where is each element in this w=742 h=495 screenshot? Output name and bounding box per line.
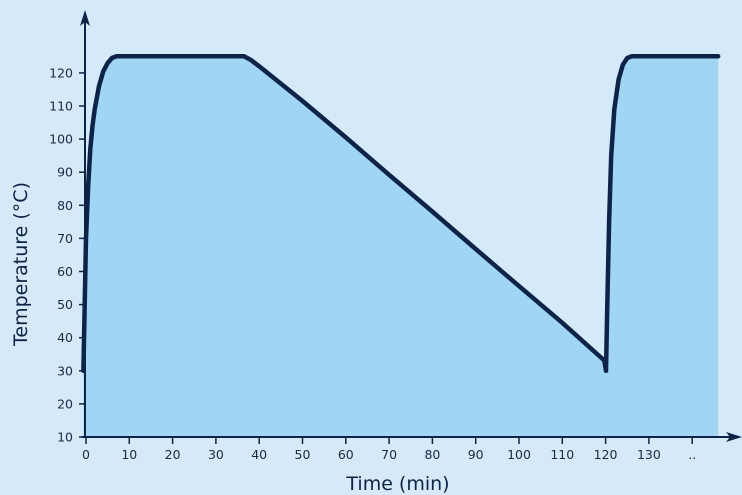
temperature-area-fill: [83, 56, 719, 438]
x-tick-label: 110: [550, 447, 574, 462]
temperature-line: [81, 54, 721, 374]
x-axis-title: Time (min): [345, 473, 449, 495]
axis-tick-labels: 10 20 30 40 50 60 70 80 90 100 110 120 0 10 20 30 40 50 60…: [49, 65, 696, 462]
x-tick-label: 50: [295, 447, 311, 462]
y-tick-label: 40: [57, 330, 73, 345]
y-tick-label: 10: [57, 430, 73, 445]
x-tick-label: 130: [637, 447, 661, 462]
x-tick-label: 40: [251, 447, 267, 462]
y-tick-label: 90: [57, 165, 73, 180]
y-tick-label: 110: [49, 99, 73, 114]
x-tick-label: 60: [338, 447, 354, 462]
x-tick-label: 120: [594, 447, 618, 462]
x-tick-label: ..: [688, 447, 696, 462]
y-tick-label: 50: [57, 297, 73, 312]
y-axis-arrow: [80, 10, 90, 26]
x-tick-label: 100: [507, 447, 531, 462]
x-tick-label: 80: [424, 447, 440, 462]
x-tick-label: 10: [121, 447, 137, 462]
x-tick-label: 90: [468, 447, 484, 462]
y-tick-label: 30: [57, 363, 73, 378]
x-tick-label: 20: [165, 447, 181, 462]
y-tick-label: 70: [57, 231, 73, 246]
x-axis-arrow: [726, 432, 742, 442]
y-tick-label: 20: [57, 396, 73, 411]
y-axis-title: Temperature (°C): [10, 182, 32, 347]
x-tick-label: 70: [381, 447, 397, 462]
y-tick-label: 80: [57, 198, 73, 213]
x-tick-label: 0: [82, 447, 90, 462]
y-tick-label: 120: [49, 65, 73, 80]
y-tick-label: 100: [49, 132, 73, 147]
y-tick-label: 60: [57, 264, 73, 279]
x-tick-label: 30: [208, 447, 224, 462]
